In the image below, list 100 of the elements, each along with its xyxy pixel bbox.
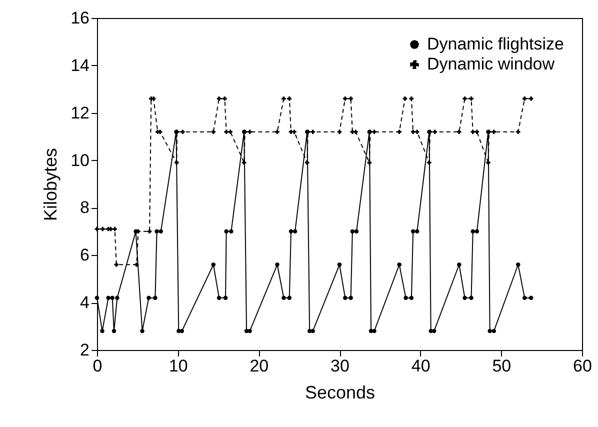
point xyxy=(112,226,117,232)
point xyxy=(292,130,296,134)
point xyxy=(367,160,372,165)
point xyxy=(528,96,534,101)
point xyxy=(462,96,467,101)
y-tick-label: 10 xyxy=(70,150,90,170)
y-tick-label: 12 xyxy=(70,103,90,122)
point xyxy=(224,130,228,134)
point xyxy=(528,296,534,300)
x-tick-label: 50 xyxy=(492,356,512,376)
point xyxy=(223,296,228,300)
point xyxy=(486,160,490,165)
point xyxy=(180,130,185,134)
point xyxy=(140,328,144,334)
point xyxy=(404,296,408,300)
point xyxy=(94,296,100,300)
point xyxy=(147,229,152,234)
y-tick-label: 14 xyxy=(70,56,90,75)
point xyxy=(350,229,355,234)
point xyxy=(354,130,358,134)
point xyxy=(492,130,496,134)
point xyxy=(343,296,348,300)
point xyxy=(174,160,179,165)
point xyxy=(410,229,416,234)
point xyxy=(154,229,159,234)
point xyxy=(211,262,216,267)
point xyxy=(457,262,462,267)
point xyxy=(432,130,438,134)
point xyxy=(372,130,376,134)
y-tick-label: 6 xyxy=(80,246,90,265)
point xyxy=(348,296,353,300)
point xyxy=(343,96,348,101)
point xyxy=(409,296,414,300)
x-tick-label: 30 xyxy=(330,356,350,376)
point xyxy=(282,96,286,101)
y-tick-label: 8 xyxy=(80,198,90,218)
point xyxy=(108,226,113,232)
point xyxy=(248,328,252,334)
point xyxy=(94,226,100,232)
point xyxy=(224,229,228,234)
point xyxy=(427,160,432,165)
point xyxy=(292,229,298,234)
x-tick-label: 20 xyxy=(250,356,269,376)
point xyxy=(115,296,120,300)
point xyxy=(488,328,492,334)
point xyxy=(516,130,520,134)
point xyxy=(216,96,222,101)
y-tick-label: 4 xyxy=(80,293,90,312)
point xyxy=(110,296,114,300)
point xyxy=(402,96,408,101)
point xyxy=(470,130,475,134)
point xyxy=(469,96,474,101)
point xyxy=(462,296,467,300)
y-axis-title: Kilobytes xyxy=(40,148,61,222)
point xyxy=(457,130,462,134)
point xyxy=(216,296,222,300)
point xyxy=(100,328,104,334)
point xyxy=(100,226,105,232)
point xyxy=(158,229,163,234)
x-tick-label: 40 xyxy=(411,356,430,376)
point xyxy=(222,96,227,101)
point xyxy=(305,160,310,165)
point xyxy=(211,130,216,134)
point xyxy=(354,229,359,234)
point xyxy=(409,96,414,101)
point xyxy=(275,262,280,267)
point xyxy=(288,229,294,234)
point xyxy=(397,262,402,267)
point xyxy=(469,296,474,300)
point xyxy=(106,296,110,300)
point xyxy=(474,229,480,234)
point xyxy=(112,328,116,334)
legend-label: Dynamic window xyxy=(427,54,556,74)
point xyxy=(337,262,342,267)
point xyxy=(146,296,151,300)
point xyxy=(348,96,353,101)
x-axis-title: Seconds xyxy=(304,382,376,402)
x-tick-label: 60 xyxy=(573,356,592,376)
point xyxy=(492,328,496,334)
y-tick-label: 2 xyxy=(80,340,90,360)
point xyxy=(410,130,416,134)
point xyxy=(470,229,475,234)
y-tick-label: 16 xyxy=(70,8,90,28)
point xyxy=(180,328,184,334)
point xyxy=(516,262,520,267)
point xyxy=(522,296,527,300)
point xyxy=(397,130,402,134)
point xyxy=(372,328,376,334)
point xyxy=(228,130,232,134)
point xyxy=(153,296,158,300)
x-tick-label: 10 xyxy=(168,356,188,376)
point xyxy=(310,130,315,134)
point xyxy=(282,296,286,300)
point xyxy=(229,229,234,234)
point xyxy=(310,328,315,334)
x-tick-label: 0 xyxy=(92,356,102,376)
point xyxy=(337,130,342,134)
point xyxy=(242,160,246,165)
point xyxy=(414,229,420,234)
legend-label: Dynamic flightsize xyxy=(427,34,564,54)
